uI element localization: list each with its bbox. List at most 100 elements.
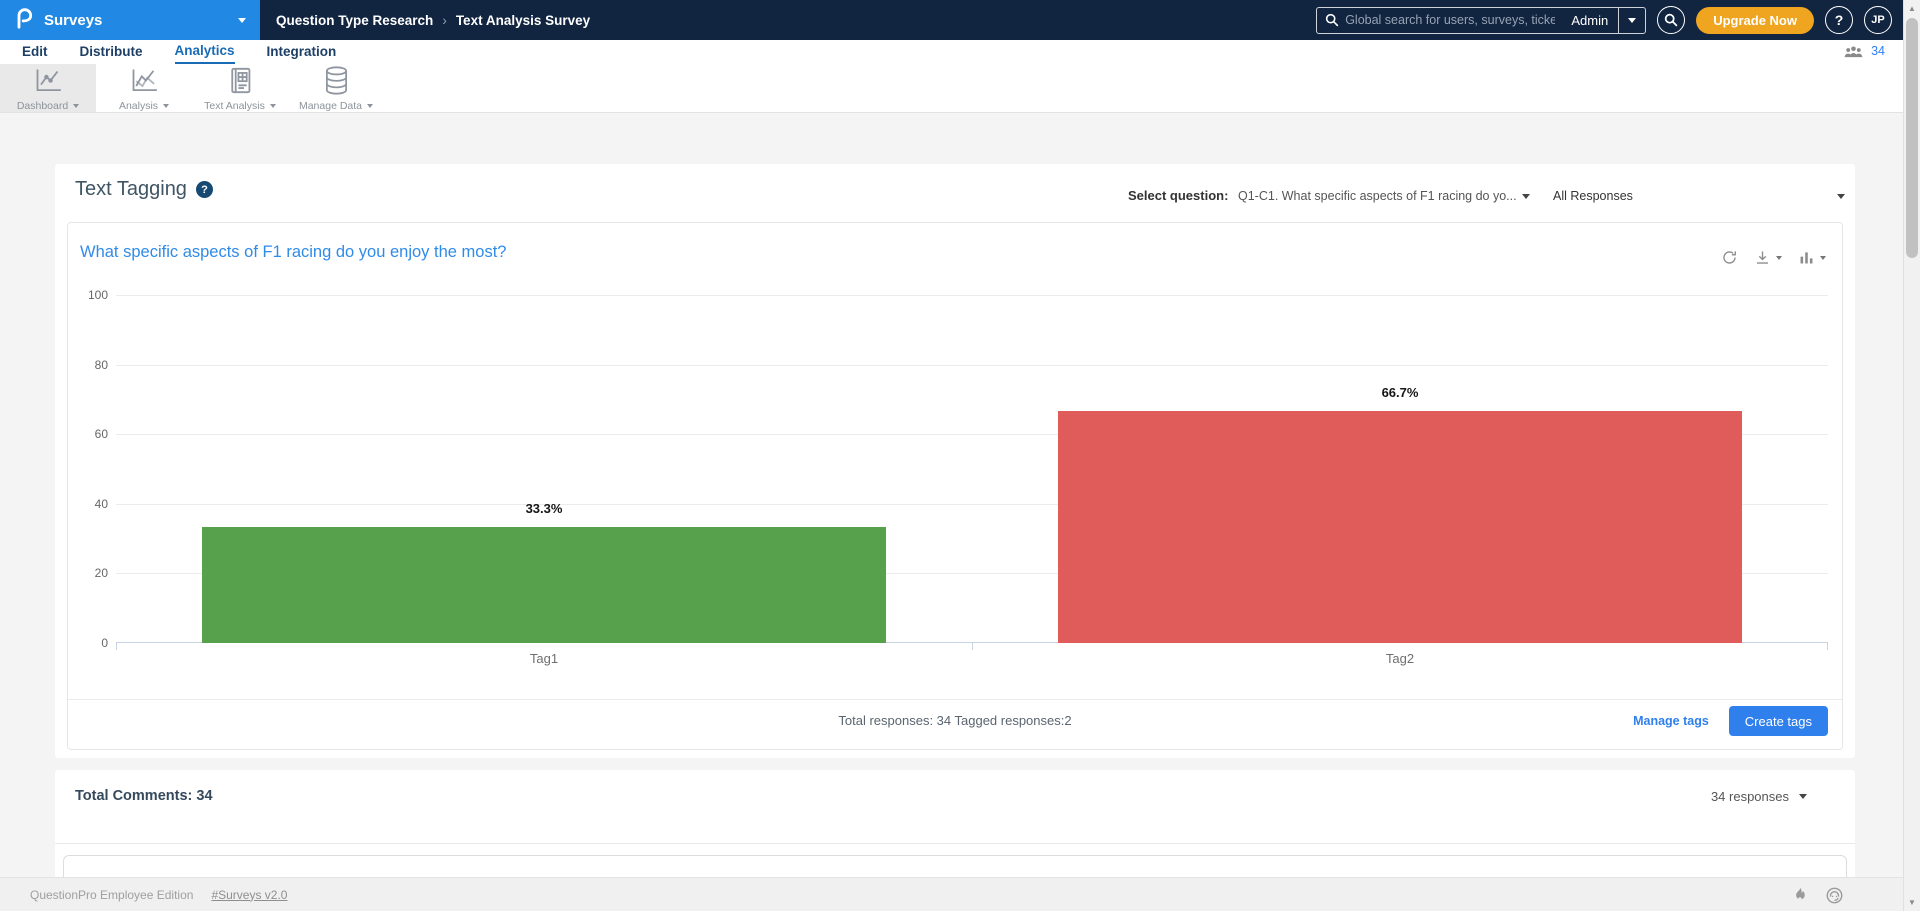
avatar[interactable]: JP bbox=[1864, 6, 1892, 34]
breadcrumb-survey[interactable]: Text Analysis Survey bbox=[455, 12, 591, 28]
bar-chart: 0 20 40 60 80 100 33.3% Tag1 66.7% Tag2 bbox=[88, 288, 1828, 666]
x-axis-tick bbox=[116, 643, 117, 650]
upgrade-now-button[interactable]: Upgrade Now bbox=[1696, 6, 1814, 34]
analytics-toolbar: Dashboard Analysis Text Analysis Manage … bbox=[0, 64, 1920, 113]
bar-tag2[interactable] bbox=[1057, 410, 1743, 643]
refresh-icon bbox=[1723, 251, 1736, 264]
topbar: Surveys Question Type Research › Text An… bbox=[0, 0, 1920, 40]
gridline bbox=[116, 365, 1828, 366]
tab-distribute[interactable]: Distribute bbox=[79, 44, 143, 59]
y-tick-label: 40 bbox=[94, 497, 108, 511]
scroll-up-arrow-icon[interactable]: ▲ bbox=[1908, 4, 1916, 13]
app-switcher[interactable]: Surveys bbox=[0, 0, 260, 40]
total-comments-title: Total Comments: 34 bbox=[75, 788, 213, 804]
chart-panel: What specific aspects of F1 racing do yo… bbox=[67, 222, 1843, 750]
chevron-down-icon bbox=[1522, 193, 1530, 199]
y-tick-label: 60 bbox=[94, 427, 108, 441]
gridline bbox=[116, 504, 1828, 505]
question-dropdown[interactable]: Q1-C1. What specific aspects of F1 racin… bbox=[1238, 185, 1530, 207]
search-button[interactable] bbox=[1657, 6, 1686, 34]
y-tick-label: 100 bbox=[87, 288, 108, 302]
chevron-down-icon bbox=[1799, 794, 1807, 799]
y-tick-label: 80 bbox=[94, 358, 108, 372]
tab-edit[interactable]: Edit bbox=[22, 44, 48, 59]
gridline bbox=[116, 434, 1828, 435]
chevron-down-icon bbox=[238, 17, 246, 23]
breadcrumb: Question Type Research › Text Analysis S… bbox=[276, 13, 590, 28]
survey-tabs: Edit Distribute Analytics Integration bbox=[0, 40, 1920, 64]
y-tick-label: 20 bbox=[94, 566, 108, 580]
help-button[interactable]: ? bbox=[1825, 6, 1853, 34]
help-icon[interactable]: ? bbox=[195, 181, 213, 198]
chart-type-button[interactable] bbox=[1798, 249, 1826, 266]
chevron-down-icon bbox=[163, 104, 170, 108]
question-mark-icon: ? bbox=[1834, 12, 1844, 28]
gridline bbox=[116, 295, 1828, 296]
bar-value-label: 66.7% bbox=[1381, 384, 1419, 400]
x-category-label: Tag1 bbox=[529, 651, 559, 666]
search-icon bbox=[1326, 13, 1339, 27]
download-button[interactable] bbox=[1754, 249, 1782, 266]
refresh-button[interactable] bbox=[1721, 249, 1738, 266]
search-icon bbox=[1664, 13, 1678, 27]
topbar-right: Admin Upgrade Now ? JP bbox=[1316, 6, 1920, 34]
chevron-down-icon bbox=[1776, 255, 1782, 260]
x-category-label: Tag2 bbox=[1385, 651, 1415, 666]
search-scope[interactable]: Admin bbox=[1571, 12, 1609, 28]
x-axis-tick bbox=[1827, 643, 1828, 650]
toolbar-item-dashboard[interactable]: Dashboard bbox=[0, 64, 96, 112]
footer: QuestionPro Employee Edition #Surveys v2… bbox=[0, 877, 1920, 911]
survey-nav: Edit Distribute Analytics Integration 34 bbox=[0, 40, 1920, 64]
report-icon bbox=[230, 67, 250, 94]
x-axis-tick bbox=[972, 643, 973, 650]
vertical-scrollbar[interactable]: ▲ ▼ bbox=[1903, 0, 1920, 911]
manage-tags-link[interactable]: Manage tags bbox=[1633, 714, 1709, 728]
totals-text: Total responses: 34 Tagged responses:2 bbox=[838, 713, 1072, 728]
chevron-down-icon bbox=[1820, 255, 1826, 260]
version-link[interactable]: #Surveys v2.0 bbox=[211, 887, 288, 902]
toolbar-item-analysis[interactable]: Analysis bbox=[96, 64, 192, 112]
respondent-counter[interactable]: 34 bbox=[1843, 43, 1885, 58]
search-scope-dropdown[interactable] bbox=[1618, 7, 1645, 33]
gridline bbox=[116, 573, 1828, 574]
flame-icon[interactable] bbox=[1791, 886, 1809, 904]
people-group-icon bbox=[1844, 46, 1863, 58]
bar-value-label: 33.3% bbox=[525, 501, 563, 517]
text-tagging-card: Text Tagging ? Select question: Q1-C1. W… bbox=[55, 164, 1855, 758]
y-tick-label: 0 bbox=[101, 636, 108, 650]
divider bbox=[68, 699, 1842, 700]
toolbar-item-manage-data[interactable]: Manage Data bbox=[288, 64, 384, 112]
tab-analytics[interactable]: Analytics bbox=[174, 41, 235, 64]
x-axis-line bbox=[116, 642, 1828, 643]
scroll-down-arrow-icon[interactable]: ▼ bbox=[1908, 898, 1916, 907]
responses-count-dropdown[interactable]: 34 responses bbox=[1711, 789, 1807, 804]
chevron-down-icon bbox=[269, 104, 276, 108]
page-title: Text Tagging bbox=[75, 178, 187, 200]
chart-title: What specific aspects of F1 racing do yo… bbox=[80, 243, 507, 261]
breadcrumb-folder[interactable]: Question Type Research bbox=[276, 12, 434, 28]
toolbar-item-text-analysis[interactable]: Text Analysis bbox=[192, 64, 288, 112]
headset-icon[interactable] bbox=[1825, 886, 1844, 905]
search-input[interactable] bbox=[1339, 13, 1562, 27]
bar-tag1[interactable] bbox=[201, 527, 887, 643]
respondent-count: 34 bbox=[1871, 43, 1885, 58]
edition-label: QuestionPro Employee Edition bbox=[30, 887, 194, 902]
divider bbox=[55, 843, 1855, 844]
bar-chart-icon bbox=[1800, 252, 1813, 264]
chevron-down-icon bbox=[73, 104, 80, 108]
chevron-down-icon bbox=[367, 104, 374, 108]
responses-filter-dropdown[interactable]: All Responses bbox=[1553, 185, 1845, 207]
chevron-down-icon bbox=[1628, 17, 1637, 23]
product-name: Surveys bbox=[44, 11, 103, 29]
database-icon bbox=[325, 66, 347, 95]
tab-integration[interactable]: Integration bbox=[266, 44, 337, 59]
select-question-label: Select question: bbox=[1128, 188, 1229, 203]
questionpro-logo-icon bbox=[14, 6, 34, 35]
global-search: Admin bbox=[1316, 6, 1647, 34]
create-tags-button[interactable]: Create tags bbox=[1728, 706, 1828, 736]
breadcrumb-separator: › bbox=[442, 12, 447, 28]
scrollbar-thumb[interactable] bbox=[1906, 18, 1918, 258]
multi-line-chart-icon bbox=[132, 69, 157, 92]
line-chart-icon bbox=[36, 69, 61, 92]
